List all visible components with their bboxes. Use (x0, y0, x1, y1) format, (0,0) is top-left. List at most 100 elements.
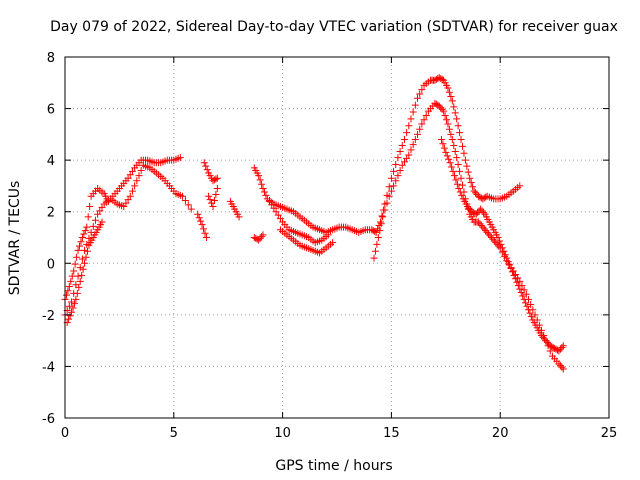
data-point (377, 218, 385, 226)
data-point (374, 234, 382, 241)
data-point (89, 222, 97, 230)
data-point (556, 345, 564, 353)
data-point (465, 204, 473, 212)
data-point (507, 264, 515, 272)
data-point (176, 154, 184, 162)
data-point (416, 125, 424, 133)
data-point (558, 363, 566, 371)
data-point (378, 212, 386, 220)
data-point (463, 162, 471, 170)
data-point (371, 247, 379, 255)
y-axis-label: SDTVAR / TECUs (7, 181, 23, 296)
data-point (414, 130, 422, 138)
data-point (200, 159, 208, 167)
data-point (443, 116, 451, 124)
data-point (479, 223, 487, 231)
data-point (471, 209, 479, 217)
data-point (206, 196, 214, 204)
data-point (440, 144, 448, 152)
y-tick-label: -6 (42, 412, 55, 427)
data-point (385, 192, 393, 200)
data-point (522, 290, 530, 298)
x-tick-label: 25 (601, 426, 618, 441)
data-point (558, 344, 566, 352)
x-tick-label: 20 (492, 426, 509, 441)
data-point (181, 197, 189, 205)
data-point (437, 104, 445, 112)
data-point (474, 192, 482, 200)
data-point (66, 312, 74, 320)
data-point (253, 235, 261, 243)
data-point (205, 192, 213, 200)
data-point (394, 154, 402, 162)
data-point (255, 172, 263, 180)
data-point (74, 272, 82, 280)
data-point (458, 142, 466, 150)
data-point (543, 338, 551, 346)
data-point (398, 142, 406, 150)
data-point (420, 116, 428, 124)
data-point (451, 148, 459, 156)
x-tick-label: 5 (170, 426, 178, 441)
data-point (387, 187, 395, 195)
data-point (260, 188, 268, 196)
data-point (372, 228, 380, 236)
data-point (80, 230, 88, 238)
data-point (511, 275, 519, 283)
data-point (74, 246, 82, 254)
data-point (126, 192, 134, 200)
data-point (504, 258, 512, 266)
data-point (418, 120, 426, 128)
data-point (556, 362, 564, 370)
chart-title: Day 079 of 2022, Sidereal Day-to-day VTE… (50, 19, 618, 35)
data-point (444, 84, 452, 92)
data-point (503, 254, 511, 262)
y-tick-label: -2 (42, 309, 55, 324)
data-point (201, 229, 209, 237)
data-point (456, 167, 464, 175)
data-point (76, 264, 84, 272)
data-point (213, 174, 221, 182)
data-point (62, 291, 70, 299)
data-point (203, 166, 211, 174)
data-point (437, 74, 445, 82)
data-point (435, 102, 443, 110)
data-point (250, 234, 258, 241)
data-point (407, 146, 415, 154)
data-point (416, 90, 424, 98)
data-point (258, 233, 266, 241)
data-point (443, 152, 451, 160)
data-point (447, 93, 455, 101)
data-point (262, 191, 270, 199)
data-point (447, 130, 455, 138)
data-point (258, 180, 266, 188)
data-point (396, 148, 404, 156)
data-point (546, 342, 554, 350)
data-point (472, 210, 480, 218)
data-point (454, 122, 462, 130)
data-point (414, 94, 422, 102)
data-point (477, 221, 485, 229)
data-point (453, 154, 461, 162)
data-point (255, 236, 263, 244)
data-point (506, 261, 514, 269)
data-point (202, 162, 210, 170)
data-point (370, 254, 378, 262)
data-point (456, 188, 464, 196)
data-point (82, 253, 90, 261)
data-point (526, 309, 534, 317)
data-point (464, 203, 472, 211)
data-point (448, 136, 456, 144)
data-point (75, 283, 83, 291)
data-point (84, 213, 92, 221)
data-point (492, 239, 500, 247)
data-point (485, 230, 493, 238)
data-point (455, 185, 463, 193)
data-point (73, 253, 81, 261)
data-point (495, 237, 503, 245)
data-point (83, 223, 91, 231)
data-point (486, 232, 494, 240)
data-point (555, 347, 563, 355)
data-point (531, 311, 539, 319)
data-point (456, 129, 464, 137)
